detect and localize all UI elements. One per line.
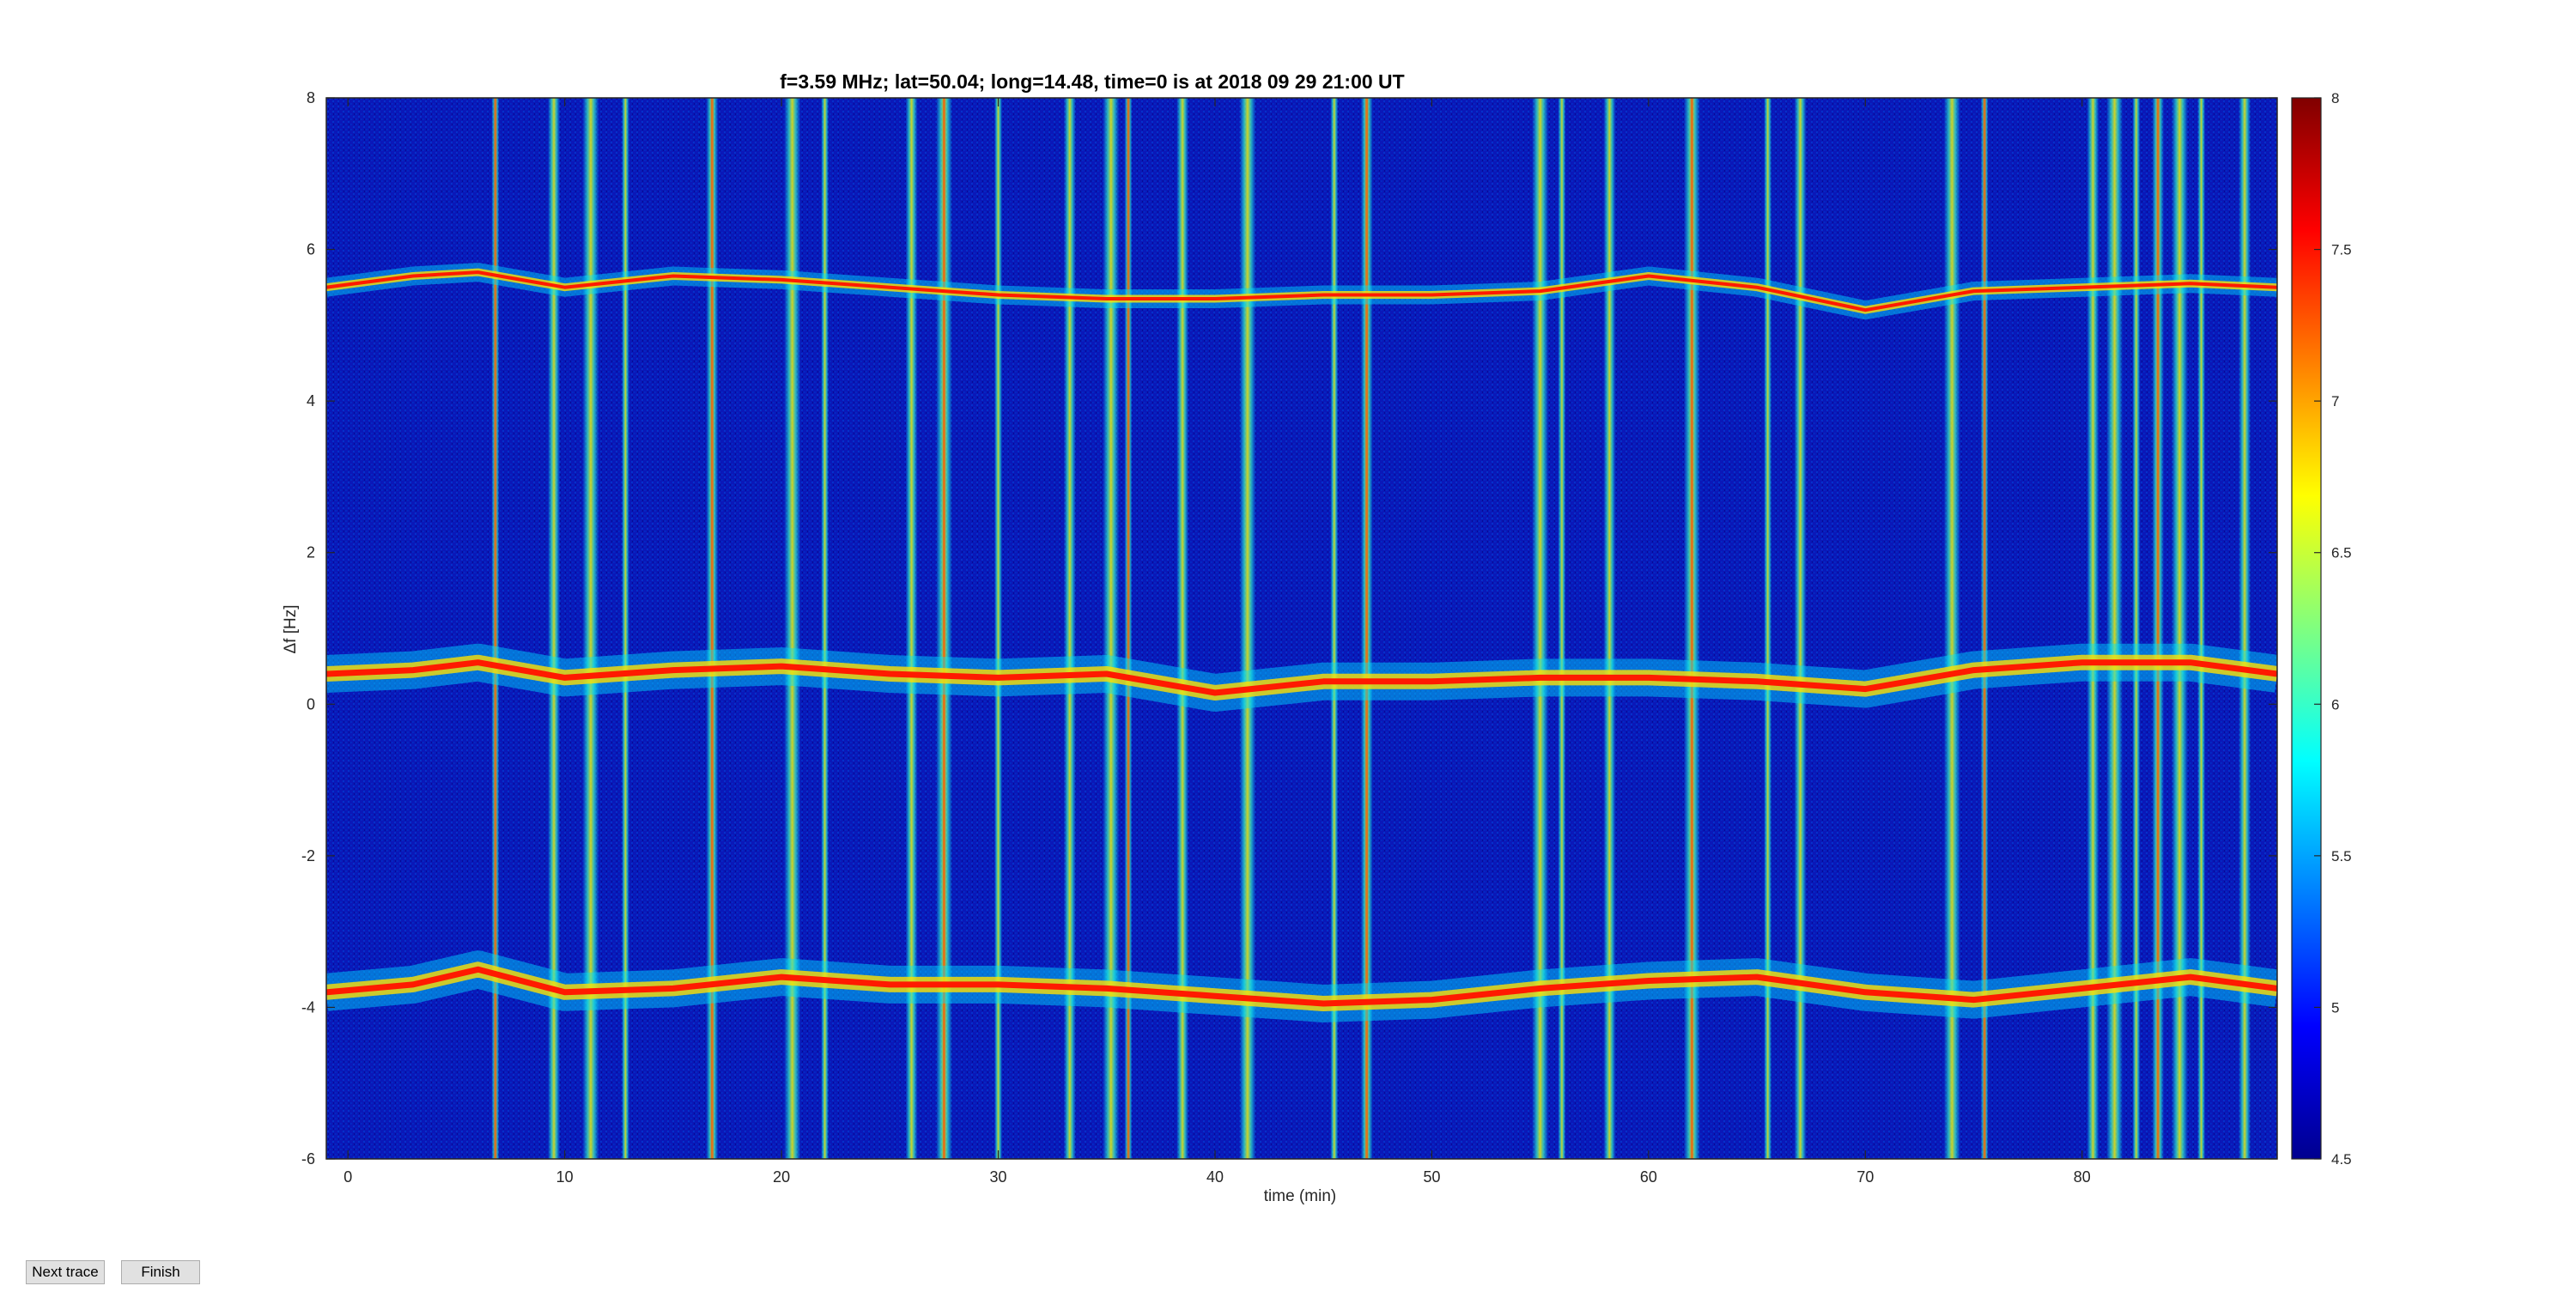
stripe bbox=[2087, 98, 2099, 1159]
colorbar-tick-label: 5.5 bbox=[2331, 848, 2352, 864]
colorbar-tick-label: 6.5 bbox=[2331, 545, 2352, 561]
stripe-core bbox=[494, 98, 497, 1159]
stripe bbox=[548, 98, 561, 1159]
stripe bbox=[1532, 98, 1549, 1159]
stripe bbox=[1176, 98, 1189, 1159]
stripe bbox=[905, 98, 918, 1159]
doppler-traces bbox=[326, 263, 2277, 1022]
stripe-core bbox=[942, 98, 945, 1159]
colorbar-tick-label: 7.5 bbox=[2331, 242, 2352, 258]
x-axis-label: time (min) bbox=[1264, 1187, 1336, 1205]
colorbar-tick-label: 8 bbox=[2331, 90, 2339, 106]
stripe bbox=[1063, 98, 1076, 1159]
stripe bbox=[2171, 98, 2188, 1159]
x-axis: 0 10 20 30 40 50 60 70 80 bbox=[343, 98, 2091, 1186]
next-trace-button[interactable]: Next trace bbox=[26, 1260, 105, 1284]
chart-title: f=3.59 MHz; lat=50.04; long=14.48, time=… bbox=[780, 70, 1404, 93]
stripe bbox=[2197, 98, 2206, 1159]
y-tick-label: -6 bbox=[301, 1150, 315, 1168]
stripe bbox=[1794, 98, 1807, 1159]
trace-line bbox=[326, 270, 2277, 312]
stripe-core bbox=[1365, 98, 1369, 1159]
stripe bbox=[2106, 98, 2123, 1159]
stripe bbox=[2132, 98, 2141, 1159]
colorbar-tick-label: 4.5 bbox=[2331, 1151, 2352, 1168]
x-tick-label: 10 bbox=[556, 1168, 574, 1186]
x-tick-label: 80 bbox=[2074, 1168, 2091, 1186]
trace-line bbox=[326, 659, 2277, 696]
x-tick-label: 40 bbox=[1206, 1168, 1224, 1186]
stripe bbox=[994, 98, 1003, 1159]
stripe bbox=[1239, 98, 1256, 1159]
stripe-core bbox=[1127, 98, 1130, 1159]
stripe bbox=[1330, 98, 1339, 1159]
colorbar-ticks: 4.5 5 5.5 6 6.5 7 7.5 8 bbox=[2314, 90, 2352, 1168]
colorbar-scale bbox=[2291, 97, 2322, 1160]
stripe bbox=[1103, 98, 1120, 1159]
colorbar-tick-label: 7 bbox=[2331, 393, 2339, 409]
y-tick-label: -2 bbox=[301, 847, 315, 864]
stripe bbox=[784, 98, 801, 1159]
stripe bbox=[1943, 98, 1960, 1159]
stripe bbox=[821, 98, 829, 1159]
y-axis: -6 -4 -2 0 2 4 6 8 bbox=[301, 89, 2277, 1168]
stripe-core bbox=[1690, 98, 1693, 1159]
x-tick-label: 50 bbox=[1423, 1168, 1440, 1186]
x-tick-label: 60 bbox=[1640, 1168, 1657, 1186]
y-axis-label: Δf [Hz] bbox=[282, 604, 300, 653]
stripe bbox=[582, 98, 599, 1159]
y-tick-label: 8 bbox=[307, 89, 315, 106]
x-tick-label: 20 bbox=[773, 1168, 790, 1186]
y-tick-label: 0 bbox=[307, 695, 315, 713]
finish-button[interactable]: Finish bbox=[121, 1260, 200, 1284]
colorbar-tick-label: 5 bbox=[2331, 999, 2339, 1016]
y-tick-label: 4 bbox=[307, 392, 315, 409]
stripe bbox=[1558, 98, 1566, 1159]
stripe bbox=[621, 98, 629, 1159]
trace-line bbox=[326, 966, 2277, 1007]
y-tick-label: -4 bbox=[301, 998, 315, 1016]
stripe bbox=[1764, 98, 1772, 1159]
stripe-core bbox=[2156, 98, 2160, 1159]
plot-area bbox=[325, 97, 2278, 1160]
stripe bbox=[2239, 98, 2251, 1159]
stripe-core bbox=[1983, 98, 1986, 1159]
x-tick-label: 0 bbox=[343, 1168, 352, 1186]
colorbar-tick-label: 6 bbox=[2331, 696, 2339, 713]
stripe-core bbox=[710, 98, 714, 1159]
y-tick-label: 6 bbox=[307, 241, 315, 258]
y-tick-label: 2 bbox=[307, 544, 315, 561]
stripe bbox=[1603, 98, 1616, 1159]
x-tick-label: 30 bbox=[990, 1168, 1007, 1186]
x-tick-label: 70 bbox=[1856, 1168, 1874, 1186]
interference-stripes bbox=[491, 98, 2251, 1159]
colorbar: 4.5 5 5.5 6 6.5 7 7.5 8 bbox=[2291, 90, 2352, 1168]
plot-frame bbox=[325, 97, 2278, 1160]
